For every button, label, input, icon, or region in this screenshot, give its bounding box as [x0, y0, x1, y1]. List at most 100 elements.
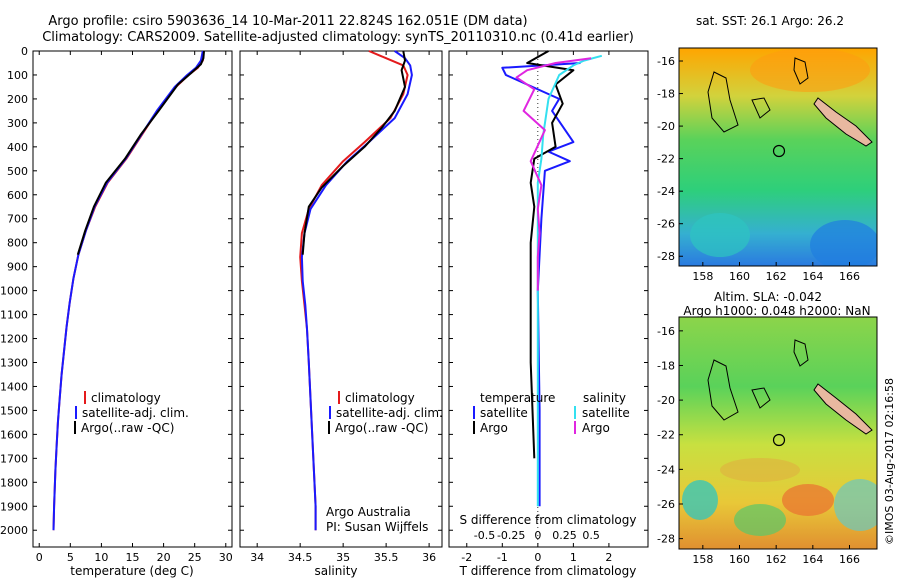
depth-tick-label: 1900 [0, 500, 28, 513]
salinity-series [299, 50, 413, 531]
legend-label-s-argo: Argo [582, 421, 610, 435]
sst-map-lon-label: 166 [839, 270, 860, 283]
salinity-legend: climatology satellite-adj. clim. Argo(..… [326, 391, 443, 534]
salinity-xtick-label: 35 [336, 551, 350, 564]
salinity-xtick-label: 34 [250, 551, 264, 564]
figure-title-line1: Argo profile: csiro 5903636_14 10-Mar-20… [48, 14, 527, 29]
difference-xtick-label: -2 [461, 551, 472, 564]
temperature-legend: climatology satellite-adj. clim. Argo(..… [74, 391, 189, 435]
sst-map: sat. SST: 26.1 Argo: 26.2 158 160 162 164 16… [657, 14, 878, 283]
salinity-xtick-label: 36 [422, 551, 436, 564]
difference-series-t-argo [526, 50, 575, 459]
salinity-xtick-label: 34.5 [288, 551, 313, 564]
sla-low-patch [734, 504, 786, 536]
salinity-series-argo-raw-qc [301, 50, 406, 255]
difference-s-xtick-label: -0.25 [497, 529, 525, 542]
sst-cool-patch [810, 220, 877, 266]
legend-label-t-argo: Argo [480, 421, 508, 435]
depth-tick-label: 1400 [0, 380, 28, 393]
island-outline [707, 359, 739, 421]
depth-tick-label: 1100 [0, 309, 28, 322]
island-outline [793, 339, 809, 367]
difference-s-xtick-label: 0.5 [582, 529, 600, 542]
legend-label-satellite: satellite-adj. clim. [336, 406, 443, 420]
difference-panel [448, 50, 649, 548]
legend-label-climatology: climatology [345, 391, 415, 405]
depth-tick-label: 600 [7, 189, 28, 202]
sst-map-lon-label: 158 [692, 270, 713, 283]
difference-series [501, 50, 603, 507]
depth-tick-label: 300 [7, 117, 28, 130]
legend-label-argo: Argo(..raw -QC) [81, 421, 174, 435]
difference-xtick-label: 0 [534, 551, 541, 564]
sla-map-title-line2: Argo h1000: 0.048 h2000: NaN [683, 304, 870, 318]
sla-map-lon-label: 160 [729, 553, 750, 566]
new-caledonia-landmass [813, 97, 873, 147]
sst-map-axes: 158 160 162 164 166 -16 -18 -20 -22 -24 -26 -28 [657, 55, 860, 283]
difference-legend: temperature salinity satellite Argo sate… [473, 391, 630, 435]
sla-map-lon-label: 162 [766, 553, 787, 566]
difference-series-s-satellite [536, 54, 603, 507]
sst-map-lat-label: -22 [657, 153, 675, 166]
legend-label-climatology: climatology [91, 391, 161, 405]
difference-t-xlabel: T difference from climatology [459, 564, 637, 578]
pi-note: PI: Susan Wijffels [326, 520, 428, 534]
sla-map-lat-label: -28 [657, 533, 675, 546]
depth-tick-label: 800 [7, 237, 28, 250]
depth-tick-label: 500 [7, 165, 28, 178]
sla-map-lon-label: 166 [839, 553, 860, 566]
sla-map-lat-label: -26 [657, 498, 675, 511]
difference-xtick-label: 2 [605, 551, 612, 564]
depth-tick-label: 1600 [0, 428, 28, 441]
sst-map-lat-label: -18 [657, 88, 675, 101]
sla-map-lat-label: -20 [657, 394, 675, 407]
sst-map-lon-label: 162 [766, 270, 787, 283]
difference-series-s-argo [515, 57, 592, 291]
sla-map-lon-label: 158 [692, 553, 713, 566]
difference-x-axis: -2 -1 0 1 2-0.5 -0.25 0 0.25 0.5 [461, 51, 612, 564]
sla-high-patch [782, 484, 834, 516]
temperature-series [52, 50, 205, 531]
legend-title-temperature: temperature [480, 391, 555, 405]
island-outline [751, 97, 771, 119]
difference-series-t-satellite [501, 62, 581, 507]
sst-map-lat-label: -26 [657, 218, 675, 231]
temperature-xtick-label: 10 [94, 551, 108, 564]
legend-label-t-satellite: satellite [480, 406, 528, 420]
sst-map-lat-label: -20 [657, 120, 675, 133]
depth-tick-label: 700 [7, 213, 28, 226]
depth-tick-label: 1000 [0, 285, 28, 298]
sla-high-patch [720, 458, 800, 482]
legend-label-argo: Argo(..raw -QC) [335, 421, 428, 435]
sst-map-lat-label: -28 [657, 250, 675, 263]
difference-xtick-label: 1 [570, 551, 577, 564]
sst-map-lon-label: 164 [802, 270, 823, 283]
difference-s-xtick-label: 0.25 [552, 529, 577, 542]
temperature-xtick-label: 30 [219, 551, 233, 564]
temperature-xtick-label: 20 [157, 551, 171, 564]
depth-tick-label: 1300 [0, 356, 28, 369]
island-outline [707, 71, 739, 133]
argo-position-marker [772, 144, 786, 158]
sla-map-lon-label: 164 [802, 553, 823, 566]
depth-tick-label: 400 [7, 141, 28, 154]
depth-tick-label: 900 [7, 261, 28, 274]
temperature-panel [32, 50, 233, 548]
imos-credit: ©IMOS 03-Aug-2017 02:16:58 [883, 378, 896, 545]
salinity-xtick-label: 35.5 [374, 551, 399, 564]
new-caledonia-landmass [813, 383, 873, 435]
temperature-x-axis: 0 5 10 15 20 25 30 [36, 51, 233, 564]
sla-low-patch [682, 480, 718, 520]
salinity-panel [239, 50, 443, 548]
temperature-series-argo-raw-qc [76, 50, 205, 255]
sla-map-frame [678, 316, 878, 550]
legend-label-s-satellite: satellite [582, 406, 630, 420]
sla-map-title-line1: Altim. SLA: -0.042 [714, 290, 822, 304]
temperature-xtick-label: 5 [67, 551, 74, 564]
temperature-xtick-label: 15 [126, 551, 140, 564]
depth-tick-label: 1200 [0, 333, 28, 346]
temperature-xtick-label: 0 [36, 551, 43, 564]
salinity-xlabel: salinity [314, 564, 357, 578]
difference-s-xlabel: S difference from climatology [460, 513, 637, 527]
